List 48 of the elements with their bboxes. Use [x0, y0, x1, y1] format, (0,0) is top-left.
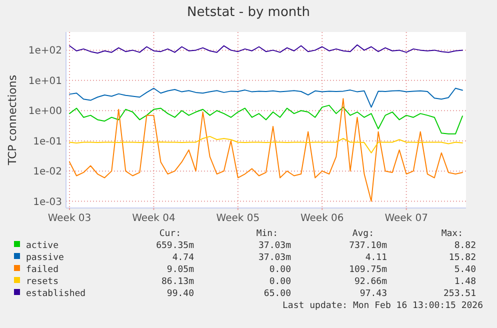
text: Max:	[441, 229, 463, 239]
text: 99.40	[166, 289, 194, 299]
text: 37.03m	[258, 241, 291, 251]
y-tick-label: 1e+01	[28, 76, 62, 87]
text: Min:	[256, 229, 278, 239]
line-series	[69, 136, 463, 154]
y-tick-label: 1e+02	[28, 46, 62, 57]
legend-label: passive	[26, 253, 64, 263]
text: 9.05m	[166, 265, 194, 275]
legend-label: established	[26, 289, 86, 299]
y-tick-label: 1e-02	[33, 166, 62, 178]
text: Last update: Mon Feb 16 13:00:15 2026	[282, 301, 483, 311]
text: 659.35m	[156, 241, 194, 251]
x-tick-label: Week 06	[300, 213, 344, 224]
x-tick-label: Week 03	[48, 213, 92, 224]
y-tick-label: 1e-03	[33, 196, 62, 208]
text: 109.75m	[349, 265, 387, 275]
legend-label: active	[26, 241, 59, 251]
text: 8.82	[454, 241, 476, 251]
line-series	[69, 98, 463, 202]
line-series	[69, 44, 463, 54]
line-series	[69, 104, 463, 134]
text: 4.74	[172, 253, 194, 263]
legend-label: failed	[26, 265, 59, 275]
text: 253.51	[443, 289, 476, 299]
legend-label: resets	[26, 277, 59, 287]
text: 737.10m	[349, 241, 387, 251]
y-axis-title: TCP connections	[6, 74, 19, 166]
text: 5.40	[454, 265, 476, 275]
y-tick-label: 1e-01	[33, 136, 62, 148]
x-tick-label: Week 05	[216, 213, 260, 224]
text: 15.82	[448, 253, 476, 263]
text: 92.66m	[354, 277, 387, 287]
text: 1.48	[454, 277, 476, 287]
y-tick-label: 1e+00	[28, 106, 62, 118]
text: 0.00	[269, 265, 291, 275]
text: 65.00	[264, 289, 291, 299]
text: 37.03m	[258, 253, 291, 263]
text: Avg:	[352, 229, 374, 239]
x-tick-label: Week 04	[132, 213, 176, 224]
line-series	[69, 88, 463, 108]
text: 0.00	[269, 277, 291, 287]
text: 97.43	[360, 289, 387, 299]
x-tick-label: Week 07	[384, 213, 428, 224]
text: 86.13m	[161, 277, 194, 287]
chart-title: Netstat - by month	[187, 5, 310, 20]
text: Cur:	[159, 229, 181, 239]
text: 4.11	[365, 253, 387, 263]
